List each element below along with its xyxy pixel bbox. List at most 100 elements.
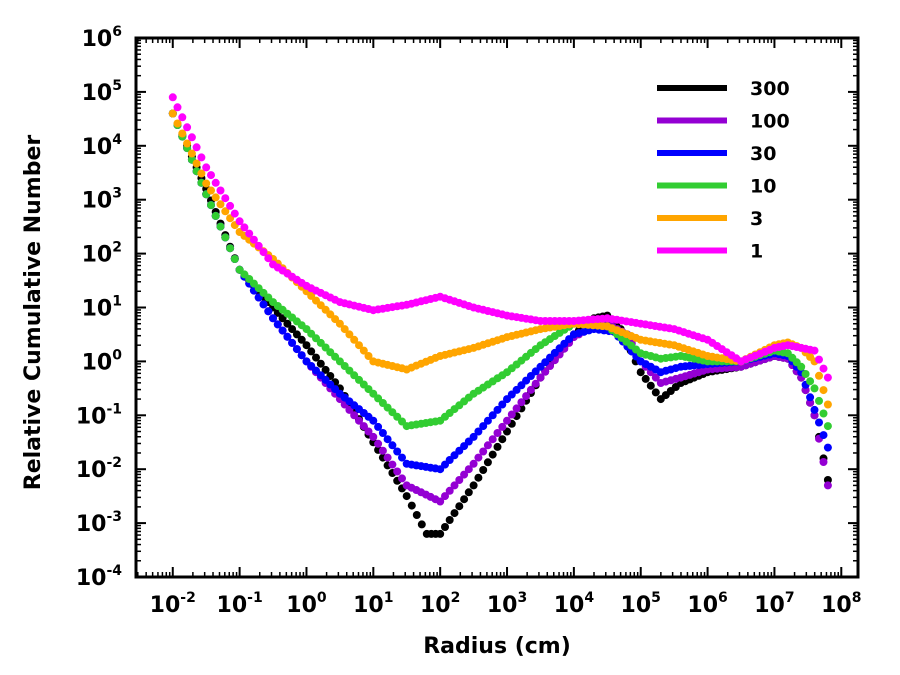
y-tick-label: 104 (82, 132, 123, 160)
data-point (359, 346, 368, 355)
data-point (417, 520, 426, 529)
data-point (823, 422, 832, 431)
data-point (211, 178, 220, 187)
data-point (340, 325, 349, 334)
data-point (192, 143, 201, 152)
data-point (283, 332, 292, 341)
data-point (402, 492, 411, 501)
data-point (383, 453, 392, 462)
data-point (178, 129, 187, 138)
data-point (498, 435, 507, 444)
y-tick-label: 10-4 (76, 563, 122, 591)
data-point (810, 384, 819, 393)
data-point (364, 352, 373, 360)
data-point (517, 398, 526, 407)
data-point (479, 447, 488, 456)
y-tick-label: 103 (82, 186, 122, 214)
series-10 (168, 109, 832, 431)
plot-frame (134, 36, 860, 579)
data-point (469, 432, 478, 441)
data-point (460, 470, 469, 479)
legend-label-100: 100 (750, 111, 790, 133)
x-tick-label: 100 (286, 590, 327, 618)
data-point (810, 405, 819, 414)
data-point (398, 474, 406, 483)
data-point (441, 492, 449, 501)
data-point (264, 307, 273, 316)
data-point (388, 460, 397, 469)
y-tick-label: 10-2 (76, 455, 122, 483)
data-point (230, 209, 239, 218)
data-point (187, 133, 196, 142)
x-tick-label: 10-1 (217, 590, 263, 618)
data-point (383, 435, 392, 444)
y-tick-label: 102 (82, 240, 122, 268)
data-point (211, 193, 220, 202)
series-layer (168, 93, 832, 538)
data-point (202, 163, 211, 172)
data-point (359, 422, 368, 431)
data-point (288, 325, 297, 334)
data-point (202, 179, 211, 188)
data-point (445, 516, 454, 524)
series-1 (168, 93, 832, 382)
data-point (819, 431, 828, 440)
legend: 300 100 30 10 3 1 (657, 78, 790, 263)
data-point (641, 374, 650, 383)
data-point (364, 427, 373, 436)
data-point (823, 400, 832, 409)
data-point (240, 223, 249, 232)
data-point (522, 392, 531, 401)
data-point (483, 458, 492, 467)
data-point (815, 355, 823, 364)
data-point (183, 139, 192, 148)
data-point (249, 235, 258, 244)
data-point (823, 481, 832, 490)
data-point (259, 300, 268, 309)
y-tick-label: 101 (82, 294, 122, 322)
data-point (651, 388, 660, 397)
data-point (488, 450, 497, 459)
data-point (207, 201, 215, 210)
data-point (369, 432, 378, 441)
data-point (245, 229, 254, 238)
data-point (207, 186, 215, 195)
data-point (297, 351, 306, 360)
data-point (350, 335, 359, 344)
x-tick-label: 102 (420, 590, 460, 618)
data-point (498, 422, 507, 431)
data-point (436, 529, 445, 538)
x-tick-label: 104 (554, 590, 595, 618)
data-point (801, 370, 810, 378)
legend-label-3: 3 (750, 208, 763, 230)
data-point (460, 495, 469, 504)
data-point (369, 416, 378, 425)
data-point (278, 326, 287, 335)
y-tick-label: 10-3 (76, 509, 122, 537)
data-point (469, 459, 478, 468)
data-point (168, 109, 177, 118)
data-point (398, 453, 406, 462)
data-point (378, 446, 387, 455)
data-point (350, 411, 359, 420)
data-point (474, 453, 483, 462)
data-point (192, 159, 201, 168)
data-point (474, 473, 483, 482)
data-point (806, 393, 815, 402)
legend-label-10: 10 (750, 176, 776, 198)
data-point (297, 335, 306, 344)
data-point (216, 222, 225, 231)
data-point (264, 254, 273, 263)
data-point (819, 364, 828, 373)
data-point (316, 359, 325, 368)
data-point (235, 217, 244, 226)
data-point (474, 427, 483, 436)
data-point (335, 319, 344, 328)
data-point (412, 511, 421, 519)
data-point (216, 186, 225, 195)
data-point (374, 439, 383, 448)
data-point (507, 410, 516, 419)
data-point (455, 476, 464, 484)
data-point (407, 501, 416, 510)
data-point (393, 467, 402, 476)
